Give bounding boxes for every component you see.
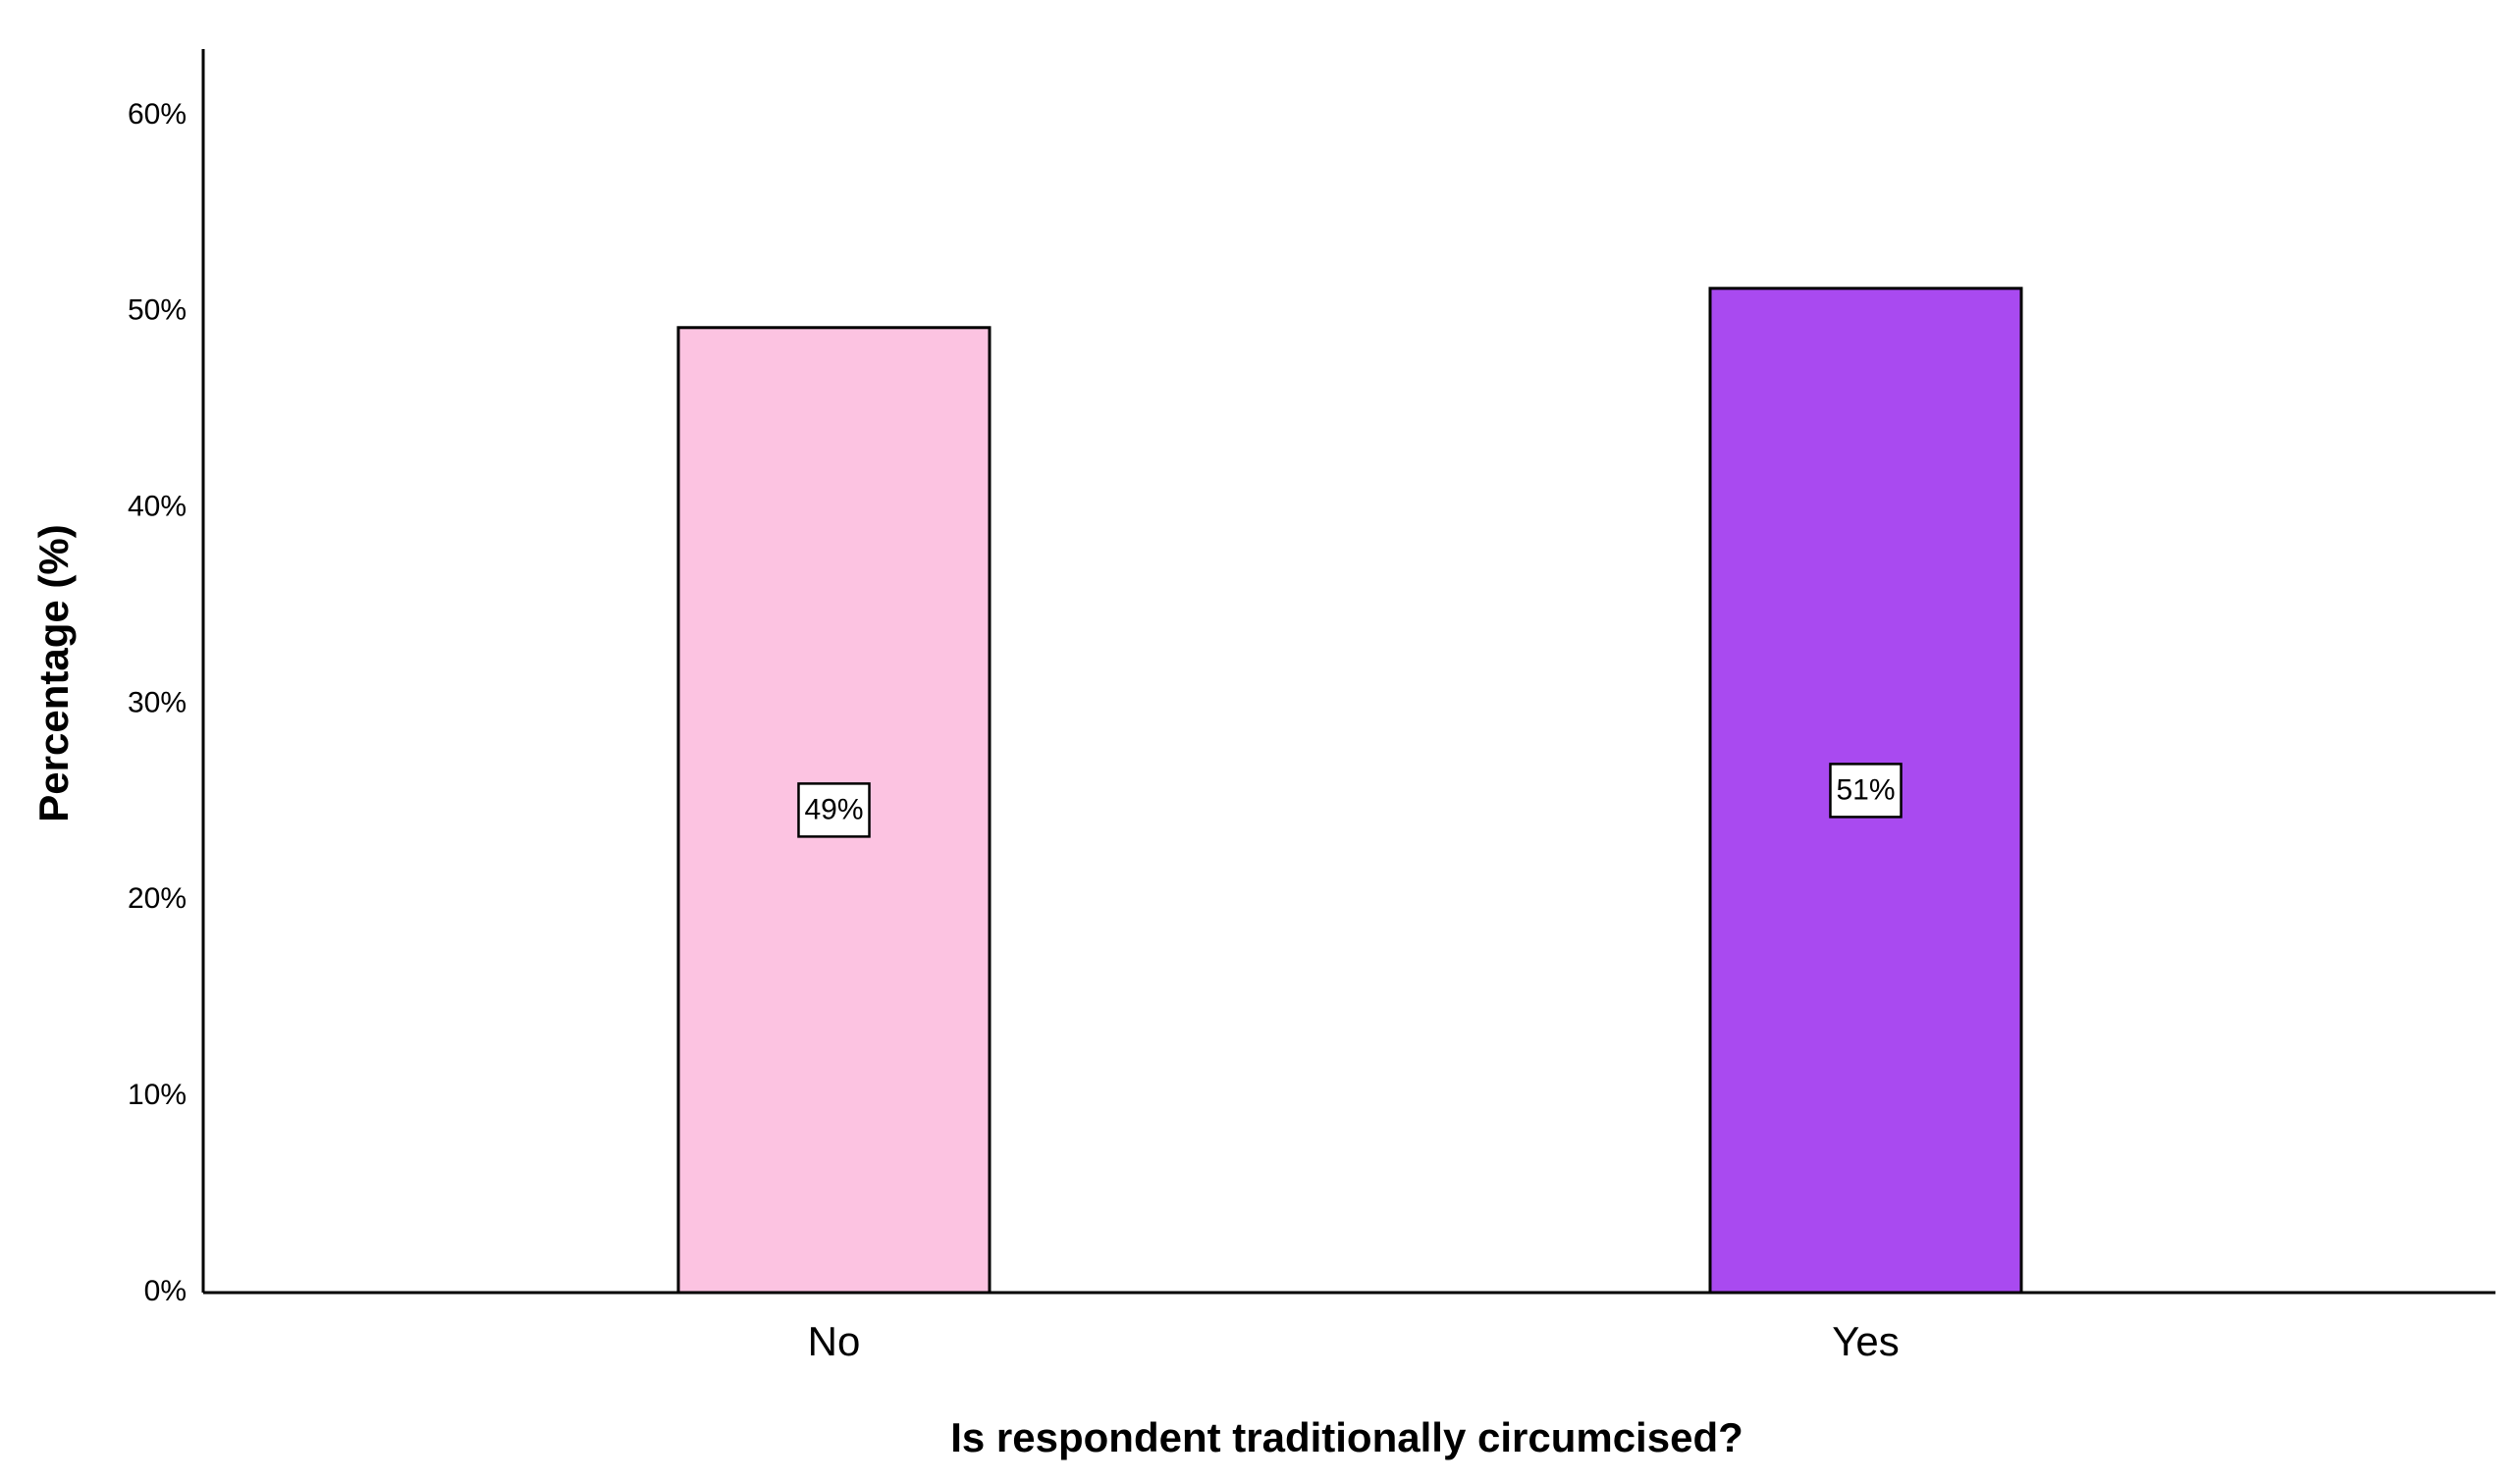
value-label: 49%	[804, 793, 863, 825]
x-tick-label: No	[808, 1318, 861, 1364]
y-tick-label: 20%	[128, 882, 187, 915]
y-tick-label: 60%	[128, 98, 187, 131]
x-tick-label: Yes	[1832, 1318, 1900, 1364]
value-label: 51%	[1836, 773, 1895, 806]
y-tick-label: 30%	[128, 686, 187, 718]
y-tick-label: 50%	[128, 294, 187, 327]
value-label-box	[1829, 763, 1903, 819]
y-tick-label: 40%	[128, 491, 187, 523]
value-label-box	[797, 782, 871, 838]
y-axis-title: Percentage (%)	[30, 524, 77, 821]
y-tick-label: 0%	[144, 1275, 187, 1307]
x-axis-title: Is respondent traditionally circumcised?	[950, 1414, 1743, 1460]
y-tick-label: 10%	[128, 1079, 187, 1111]
